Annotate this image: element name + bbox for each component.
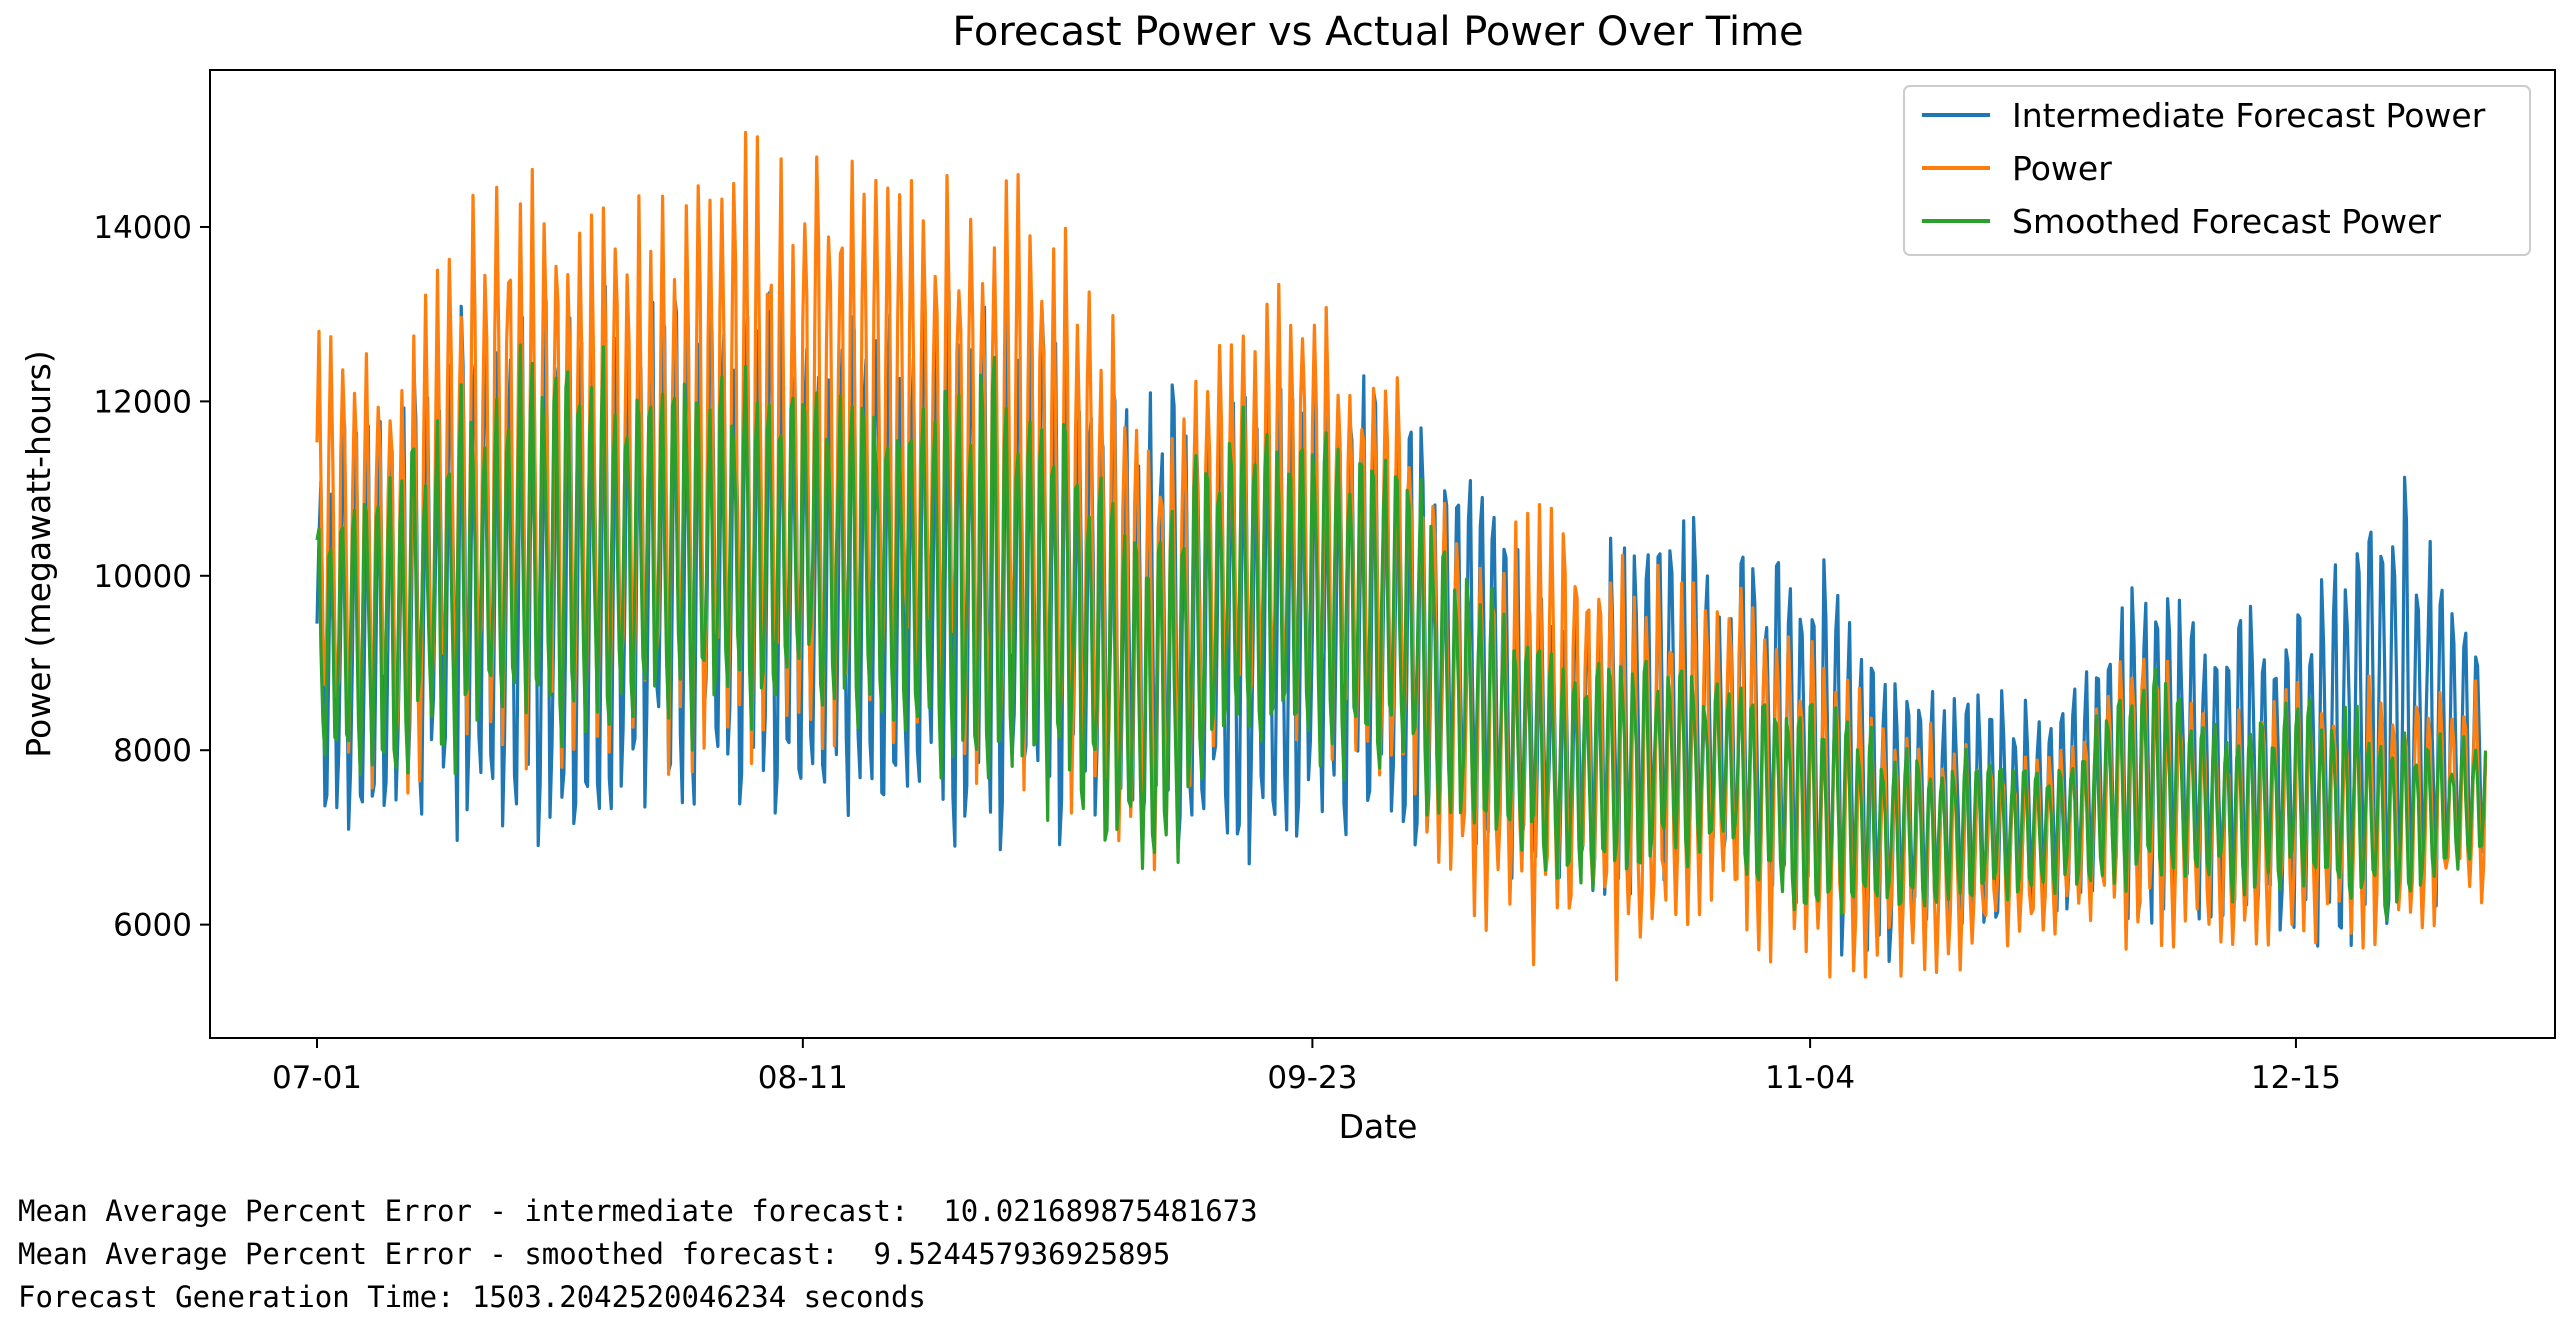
mape-intermediate-line: Mean Average Percent Error - intermediat… [18, 1194, 1258, 1228]
y-axis: 6000 8000 10000 12000 14000 [93, 210, 210, 944]
legend-box [1903, 85, 2531, 256]
y-tick-label: 8000 [113, 733, 192, 769]
series-line-smoothed-forecast-power [315, 343, 2488, 922]
mape-smoothed-line: Mean Average Percent Error - smoothed fo… [18, 1237, 1171, 1271]
y-axis-label: Power (megawatt-hours) [19, 350, 58, 757]
legend-label-power: Power [2012, 149, 2112, 188]
y-tick-label: 14000 [93, 210, 192, 246]
chart-title: Forecast Power vs Actual Power Over Time [952, 9, 1803, 55]
plot-frame [209, 69, 2556, 1039]
x-tick-label: 07-01 [272, 1060, 362, 1096]
plot-lines [315, 130, 2488, 982]
cell-output: Mean Average Percent Error - intermediat… [18, 1190, 2548, 1319]
legend: Intermediate Forecast Power Power Smooth… [1903, 85, 2531, 256]
y-tick-label: 12000 [93, 384, 192, 420]
legend-label-smoothed: Smoothed Forecast Power [2012, 202, 2441, 241]
chart-svg: Forecast Power vs Actual Power Over Time… [19, 9, 2556, 1146]
x-tick-label: 08-11 [758, 1060, 848, 1096]
x-axis: 07-01 08-11 09-23 11-04 12-15 [272, 1038, 2341, 1096]
x-tick-label: 09-23 [1267, 1060, 1357, 1096]
legend-label-intermediate: Intermediate Forecast Power [2012, 96, 2486, 135]
x-axis-label: Date [1339, 1107, 1418, 1146]
x-tick-label: 11-04 [1765, 1060, 1855, 1096]
generation-time-line: Forecast Generation Time: 1503.204252004… [18, 1280, 926, 1314]
x-tick-label: 12-15 [2251, 1060, 2341, 1096]
chart-figure: Forecast Power vs Actual Power Over Time… [19, 9, 2556, 1146]
y-tick-label: 10000 [93, 559, 192, 595]
y-tick-label: 6000 [113, 908, 192, 944]
